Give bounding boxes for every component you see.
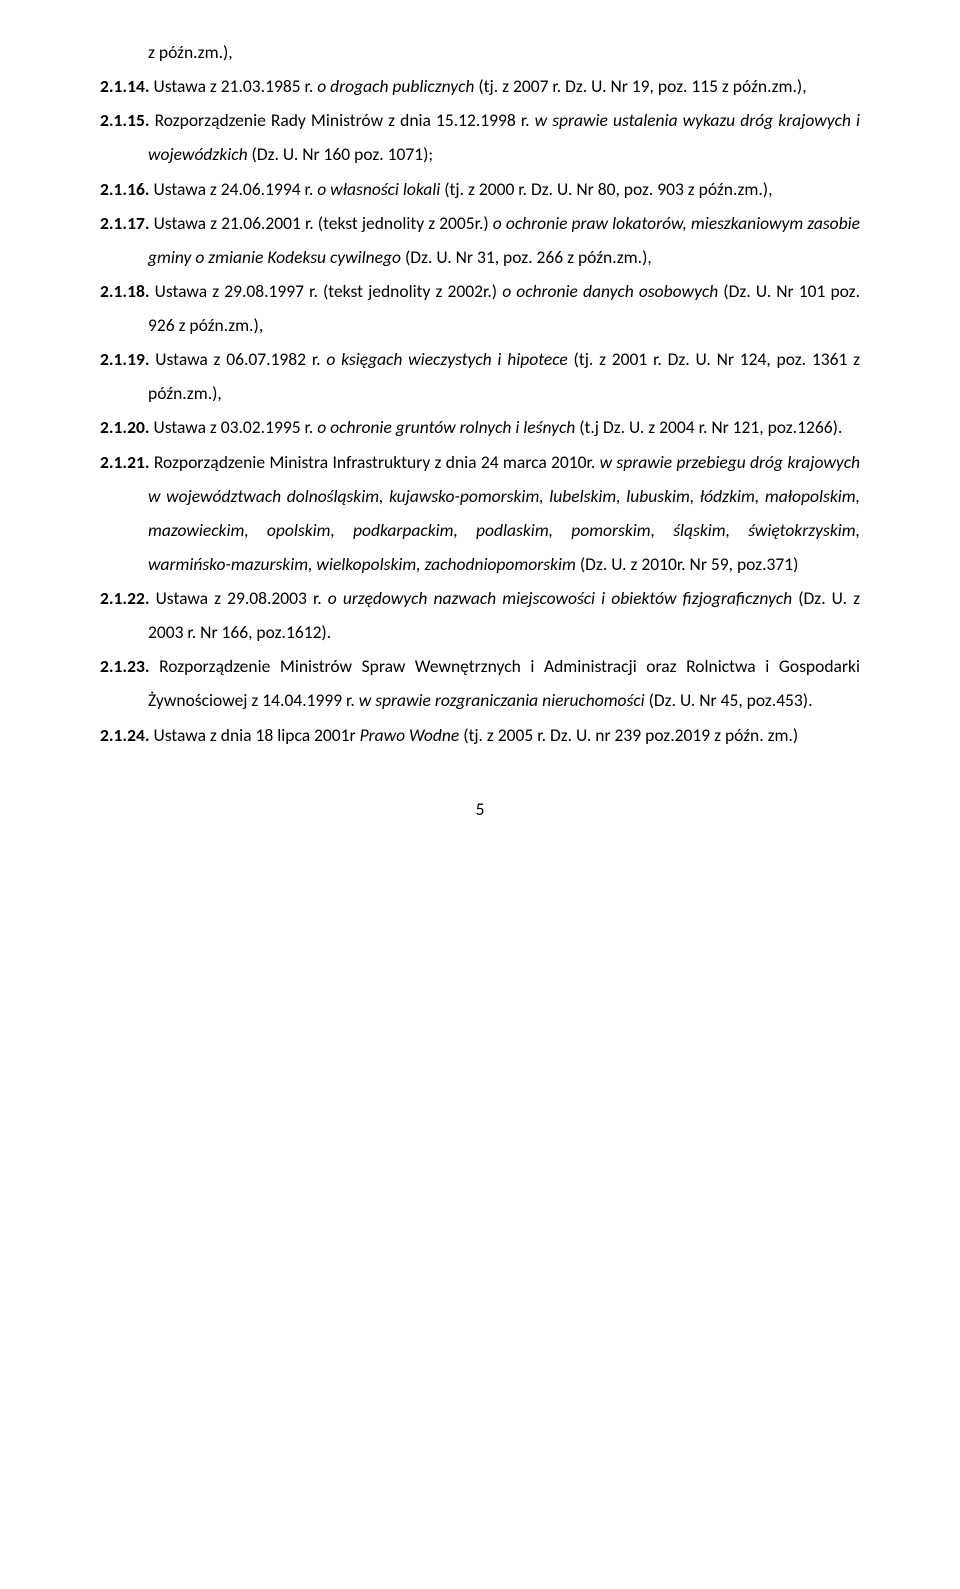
entry-text: (Dz. U. Nr 160 poz. 1071); xyxy=(248,143,433,165)
entry-text: (Dz. U. z 2010r. Nr 59, poz.371) xyxy=(576,553,799,575)
list-entry: 2.1.22. Ustawa z 29.08.2003 r. o urzędow… xyxy=(100,581,860,649)
entry-number: 2.1.17. xyxy=(100,212,150,234)
list-entry: 2.1.14. Ustawa z 21.03.1985 r. o drogach… xyxy=(100,69,860,103)
list-entry: 2.1.20. Ustawa z 03.02.1995 r. o ochroni… xyxy=(100,410,860,444)
list-entry: 2.1.21. Rozporządzenie Ministra Infrastr… xyxy=(100,445,860,582)
entry-number: 2.1.24. xyxy=(100,724,150,746)
list-entry: 2.1.17. Ustawa z 21.06.2001 r. (tekst je… xyxy=(100,206,860,274)
entry-text: Ustawa z dnia 18 lipca 2001r xyxy=(150,724,360,746)
entry-title-italic: o ochronie gruntów rolnych i leśnych xyxy=(317,416,575,438)
entry-title-italic: w sprawie rozgraniczania nieruchomości xyxy=(359,689,645,711)
entry-number: 2.1.21. xyxy=(100,451,150,473)
list-entry: 2.1.24. Ustawa z dnia 18 lipca 2001r Pra… xyxy=(100,718,860,752)
list-entry: 2.1.19. Ustawa z 06.07.1982 r. o księgac… xyxy=(100,342,860,410)
entry-number: 2.1.20. xyxy=(100,416,150,438)
entry-number: 2.1.22. xyxy=(100,587,150,609)
entry-text: Ustawa z 21.03.1985 r. xyxy=(150,75,318,97)
entry-text: (t.j Dz. U. z 2004 r. Nr 121, poz.1266). xyxy=(575,416,842,438)
entry-text: Ustawa z 06.07.1982 r. xyxy=(150,348,327,370)
entry-number: 2.1.16. xyxy=(100,178,150,200)
entry-text: Ustawa z 21.06.2001 r. (tekst jednolity … xyxy=(150,212,493,234)
entry-number: 2.1.23. xyxy=(100,655,150,677)
entry-text: (tj. z 2000 r. Dz. U. Nr 80, poz. 903 z … xyxy=(440,178,772,200)
list-entry: 2.1.23. Rozporządzenie Ministrów Spraw W… xyxy=(100,649,860,717)
entry-title-italic: o własności lokali xyxy=(317,178,440,200)
entry-title-italic: o urzędowych nazwach miejscowości i obie… xyxy=(328,587,792,609)
list-entry: 2.1.15. Rozporządzenie Rady Ministrów z … xyxy=(100,103,860,171)
entry-text: (tj. z 2005 r. Dz. U. nr 239 poz.2019 z … xyxy=(459,724,798,746)
entry-title-italic: o drogach publicznych xyxy=(317,75,474,97)
list-entry: 2.1.16. Ustawa z 24.06.1994 r. o własnoś… xyxy=(100,172,860,206)
entry-number: 2.1.15. xyxy=(100,109,150,131)
page-number: 5 xyxy=(100,792,860,826)
entry-text: (tj. z 2007 r. Dz. U. Nr 19, poz. 115 z … xyxy=(474,75,806,97)
entry-title-italic: Prawo Wodne xyxy=(360,724,460,746)
entry-text: z późn.zm.), xyxy=(148,41,233,63)
entry-number: 2.1.18. xyxy=(100,280,150,302)
entry-number: 2.1.19. xyxy=(100,348,150,370)
list-entry: 2.1.18. Ustawa z 29.08.1997 r. (tekst je… xyxy=(100,274,860,342)
continuation-line: z późn.zm.), xyxy=(100,35,860,69)
entry-text: Ustawa z 24.06.1994 r. xyxy=(150,178,318,200)
entry-text: (Dz. U. Nr 31, poz. 266 z późn.zm.), xyxy=(401,246,652,268)
entry-text: Ustawa z 29.08.1997 r. (tekst jednolity … xyxy=(150,280,503,302)
entry-text: Rozporządzenie Ministra Infrastruktury z… xyxy=(150,451,600,473)
entry-title-italic: o ochronie danych osobowych xyxy=(502,280,718,302)
entry-text: Rozporządzenie Rady Ministrów z dnia 15.… xyxy=(150,109,535,131)
entry-text: Ustawa z 29.08.2003 r. xyxy=(150,587,328,609)
entry-title-italic: o księgach wieczystych i hipotece xyxy=(326,348,567,370)
entry-text: (Dz. U. Nr 45, poz.453). xyxy=(645,689,813,711)
document-body: z późn.zm.), 2.1.14. Ustawa z 21.03.1985 … xyxy=(100,35,860,752)
entry-text: Ustawa z 03.02.1995 r. xyxy=(150,416,318,438)
entry-number: 2.1.14. xyxy=(100,75,150,97)
